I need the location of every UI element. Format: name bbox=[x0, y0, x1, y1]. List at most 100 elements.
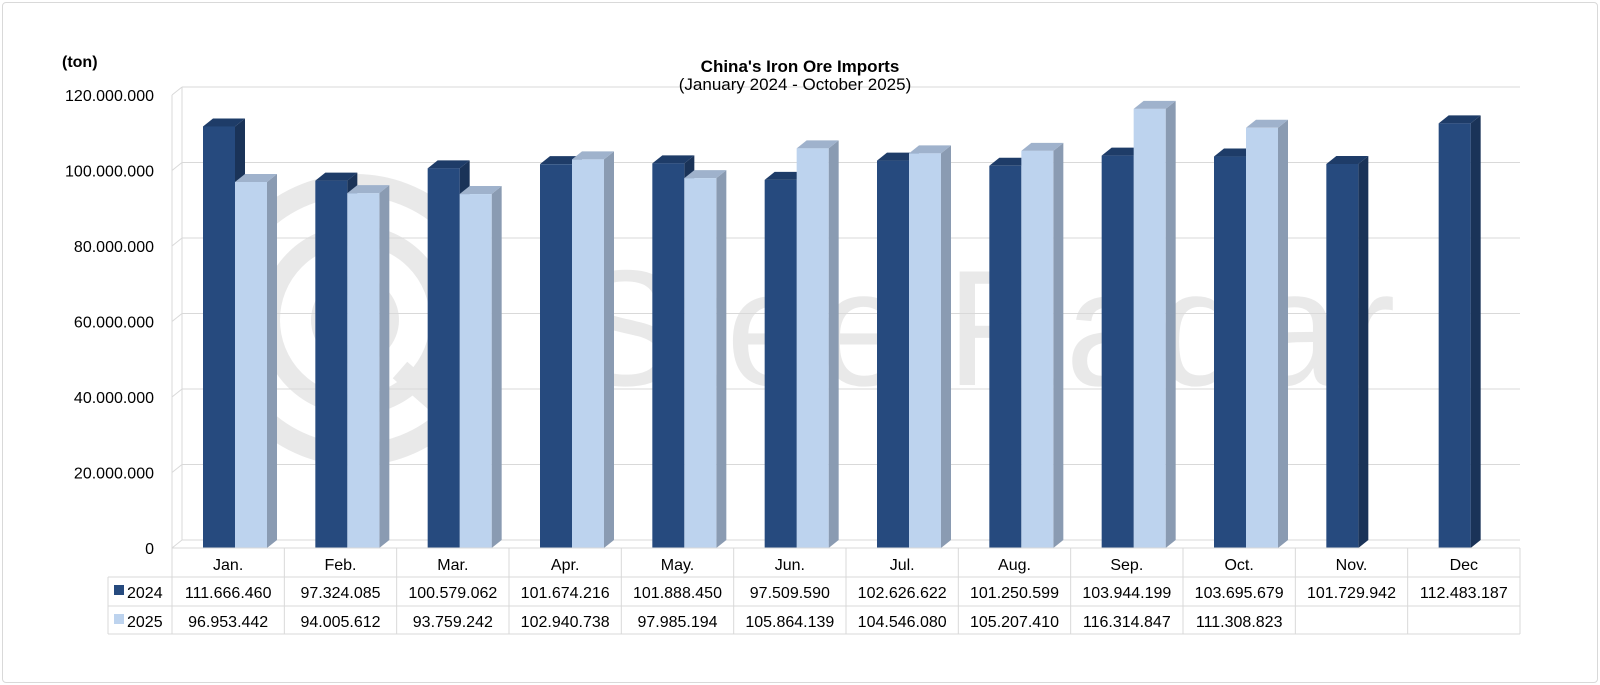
bar-side bbox=[1165, 100, 1176, 549]
bar-side bbox=[1358, 155, 1369, 548]
gridline-depth bbox=[171, 464, 183, 473]
bar-2024-Oct. bbox=[1214, 156, 1246, 548]
table-value: 97.985.194 bbox=[637, 614, 717, 631]
table-value: 103.944.199 bbox=[1082, 585, 1171, 602]
bar-2025-Aug. bbox=[1021, 150, 1054, 548]
x-category-label: Mar. bbox=[437, 557, 468, 574]
legend-label: 2025 bbox=[127, 614, 163, 631]
bar-side bbox=[1470, 115, 1481, 548]
bar-2024-Jun. bbox=[764, 179, 797, 548]
table-value: 100.579.062 bbox=[408, 585, 497, 602]
bar-top bbox=[1021, 142, 1064, 151]
bar-top bbox=[877, 152, 919, 161]
table-value: 103.695.679 bbox=[1195, 585, 1284, 602]
gridline-depth bbox=[171, 237, 183, 247]
bar-top bbox=[684, 170, 727, 179]
table-value: 102.940.738 bbox=[521, 614, 610, 631]
table-value: 111.666.460 bbox=[185, 585, 272, 602]
legend-swatch-2024 bbox=[114, 585, 124, 595]
bar-top bbox=[572, 151, 614, 160]
table-value: 102.626.622 bbox=[858, 585, 947, 602]
y-tick-label: 60.000.000 bbox=[74, 315, 154, 332]
x-category-label: Dec bbox=[1450, 557, 1478, 574]
bar-side bbox=[1278, 119, 1288, 548]
bar-2024-May. bbox=[652, 163, 685, 548]
bar-side bbox=[716, 170, 727, 548]
table-value: 94.005.612 bbox=[300, 614, 380, 631]
table-value: 112.483.187 bbox=[1420, 585, 1508, 602]
bar-top bbox=[989, 157, 1032, 166]
bar-2025-Oct. bbox=[1246, 127, 1278, 548]
table-value: 111.308.823 bbox=[1196, 614, 1283, 631]
table-value: 101.674.216 bbox=[521, 585, 610, 602]
bar-side bbox=[604, 151, 614, 548]
bar-top bbox=[764, 171, 807, 180]
x-category-label: Jul. bbox=[890, 557, 915, 574]
bar-side bbox=[941, 145, 951, 548]
bar-2025-Sep. bbox=[1133, 108, 1166, 549]
table-value: 105.864.139 bbox=[745, 614, 834, 631]
y-tick-label: 120.000.000 bbox=[65, 88, 154, 105]
table-value: 104.546.080 bbox=[858, 614, 947, 631]
chart-subtitle: (January 2024 - October 2025) bbox=[679, 75, 911, 94]
y-tick-label: 0 bbox=[145, 541, 154, 558]
bar-top bbox=[1133, 100, 1176, 109]
bar-side bbox=[828, 140, 839, 549]
gridline-depth bbox=[171, 162, 183, 171]
bar-top bbox=[909, 145, 951, 154]
bar-2025-Jan. bbox=[235, 182, 267, 548]
legend-label: 2024 bbox=[127, 585, 163, 602]
bar-top bbox=[347, 185, 390, 194]
bar-2024-Aug. bbox=[989, 165, 1022, 548]
bar-top bbox=[796, 140, 839, 149]
bar-2024-Mar. bbox=[427, 168, 460, 549]
table-value: 101.250.599 bbox=[970, 585, 1059, 602]
bar-top bbox=[235, 174, 277, 183]
table-value: 105.207.410 bbox=[970, 614, 1059, 631]
bar-2025-Jul. bbox=[909, 153, 941, 548]
bar-2024-Jul. bbox=[877, 160, 909, 548]
bar-2024-Feb. bbox=[315, 180, 348, 549]
bar-top bbox=[459, 186, 502, 195]
bar-2024-Jan. bbox=[203, 126, 235, 549]
bar-top bbox=[203, 118, 245, 127]
table-value: 97.509.590 bbox=[750, 585, 830, 602]
bar-2024-Nov. bbox=[1326, 163, 1359, 548]
bar-2024-Apr. bbox=[540, 164, 572, 548]
y-tick-label: 80.000.000 bbox=[74, 239, 154, 256]
bar-top bbox=[1214, 148, 1256, 157]
gridline-depth bbox=[171, 539, 183, 549]
bar-side bbox=[1053, 142, 1064, 548]
table-value: 96.953.442 bbox=[188, 614, 268, 631]
bar-2025-May. bbox=[684, 178, 717, 548]
bar-2025-Apr. bbox=[572, 159, 604, 548]
x-category-label: Nov. bbox=[1336, 557, 1368, 574]
table-value: 93.759.242 bbox=[413, 614, 493, 631]
legend-swatch-2025 bbox=[114, 614, 124, 624]
gridline-depth bbox=[171, 388, 183, 398]
table-value: 97.324.085 bbox=[300, 585, 380, 602]
x-category-label: Oct. bbox=[1224, 557, 1253, 574]
chart-title: China's Iron Ore Imports bbox=[701, 57, 900, 76]
bar-top bbox=[315, 172, 358, 181]
bar-top bbox=[1326, 155, 1369, 164]
x-category-label: Feb. bbox=[324, 557, 356, 574]
y-axis-unit: (ton) bbox=[62, 54, 98, 71]
table-value: 101.729.942 bbox=[1307, 585, 1396, 602]
bar-side bbox=[267, 174, 277, 548]
x-category-label: Sep. bbox=[1110, 557, 1143, 574]
gridline-depth bbox=[171, 313, 183, 322]
bar-2025-Jun. bbox=[796, 148, 829, 549]
y-tick-label: 20.000.000 bbox=[74, 466, 154, 483]
bar-top bbox=[427, 160, 470, 169]
gridline-depth bbox=[171, 86, 183, 96]
bar-top bbox=[1101, 147, 1144, 156]
x-category-label: Aug. bbox=[998, 557, 1031, 574]
y-tick-label: 100.000.000 bbox=[65, 164, 154, 181]
bar-top bbox=[652, 155, 695, 164]
bar-side bbox=[379, 185, 390, 548]
bar-2025-Mar. bbox=[459, 194, 492, 548]
x-category-label: Jun. bbox=[775, 557, 805, 574]
